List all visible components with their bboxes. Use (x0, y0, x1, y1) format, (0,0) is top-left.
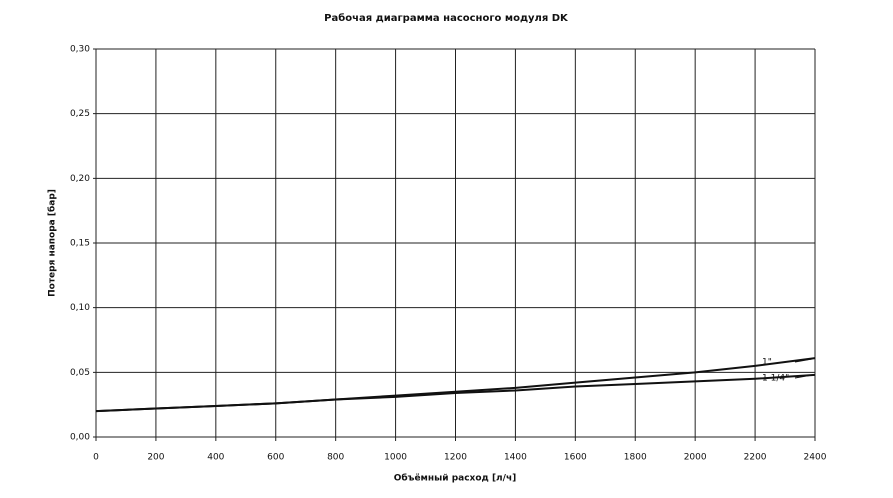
x-tick-label: 600 (267, 453, 284, 463)
x-tick-label: 1000 (384, 453, 407, 463)
x-tick-label: 2000 (684, 453, 707, 463)
y-axis-title: Потеря напора [бар] (47, 189, 58, 297)
legend-label: 1" (762, 358, 772, 368)
chart-title: Рабочая диаграмма насосного модуля DK (324, 12, 569, 24)
y-tick-label: 0,10 (70, 303, 90, 313)
y-tick-label: 0,00 (70, 433, 90, 443)
x-tick-label: 800 (327, 453, 344, 463)
x-tick-label: 2200 (744, 453, 767, 463)
x-tick-label: 2400 (804, 453, 827, 463)
x-tick-label: 400 (207, 453, 224, 463)
series-line (95, 373, 816, 413)
x-tick-label: 1400 (504, 453, 527, 463)
y-tick-label: 0,05 (70, 368, 90, 378)
y-tick-label: 0,25 (70, 109, 90, 119)
x-tick-label: 1600 (564, 453, 587, 463)
x-axis-title: Объёмный расход [л/ч] (394, 473, 516, 484)
x-tick-label: 0 (93, 453, 99, 463)
legend-leader (794, 374, 813, 379)
y-tick-label: 0,15 (70, 239, 90, 249)
x-tick-label: 200 (147, 453, 164, 463)
x-tick-label: 1800 (624, 453, 647, 463)
x-tick-label: 1200 (444, 453, 467, 463)
legend-leader (794, 358, 813, 363)
y-tick-label: 0,30 (70, 45, 90, 55)
y-tick-label: 0,20 (70, 174, 90, 184)
legend-label: 1 1/4" (762, 374, 789, 384)
